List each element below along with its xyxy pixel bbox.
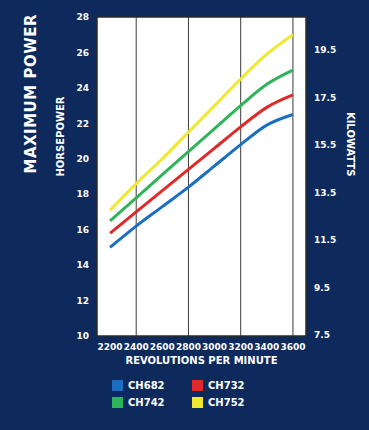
svg-text:3400: 3400 xyxy=(254,342,279,352)
svg-text:3000: 3000 xyxy=(202,342,227,352)
html-text:CH732: CH732 xyxy=(208,380,245,391)
svg-text:14: 14 xyxy=(76,260,89,270)
svg-text:15.5: 15.5 xyxy=(314,140,336,150)
svg-text:26: 26 xyxy=(76,48,89,58)
html-text:CH752: CH752 xyxy=(208,397,245,408)
svg-text:10: 10 xyxy=(76,331,89,341)
svg-text:REVOLUTIONS PER MINUTE: REVOLUTIONS PER MINUTE xyxy=(126,355,278,366)
svg-text:22: 22 xyxy=(76,119,89,129)
svg-text:HORSEPOWER: HORSEPOWER xyxy=(55,96,66,176)
svg-text:3200: 3200 xyxy=(228,342,253,352)
svg-text:20: 20 xyxy=(76,154,89,164)
svg-text:19.5: 19.5 xyxy=(314,45,336,55)
html-text:MAXIMUM POWER: MAXIMUM POWER xyxy=(22,14,40,174)
html-text:CH742: CH742 xyxy=(128,397,165,408)
svg-text:18: 18 xyxy=(76,189,89,199)
svg-text:11.5: 11.5 xyxy=(314,235,336,245)
svg-text:2600: 2600 xyxy=(150,342,175,352)
svg-text:16: 16 xyxy=(76,225,89,235)
svg-text:KILOWATTS: KILOWATTS xyxy=(345,112,356,177)
svg-text:17.5: 17.5 xyxy=(314,93,336,103)
svg-text:7.5: 7.5 xyxy=(314,330,330,340)
svg-text:28: 28 xyxy=(76,12,89,22)
svg-text:12: 12 xyxy=(76,296,89,306)
svg-text:2200: 2200 xyxy=(98,342,123,352)
svg-text:2800: 2800 xyxy=(176,342,201,352)
svg-text:3600: 3600 xyxy=(280,342,305,352)
svg-text:9.5: 9.5 xyxy=(314,283,330,293)
svg-text:13.5: 13.5 xyxy=(314,188,336,198)
html-text:CH682: CH682 xyxy=(128,380,165,391)
svg-text:2400: 2400 xyxy=(124,342,149,352)
svg-text:24: 24 xyxy=(76,83,89,93)
